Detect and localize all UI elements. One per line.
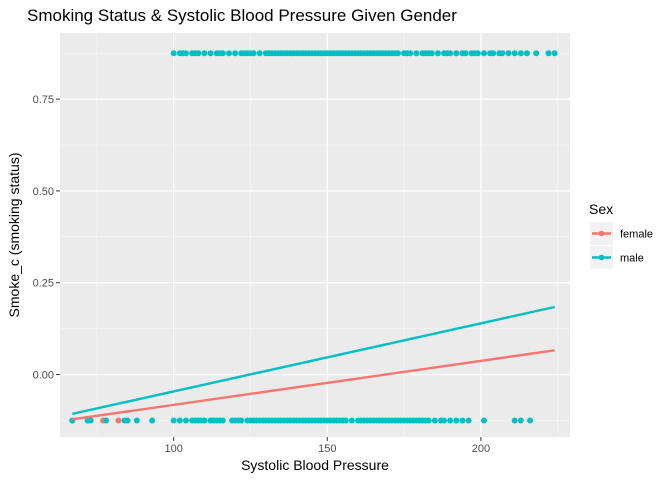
data-point-male bbox=[459, 417, 466, 424]
data-point-male bbox=[170, 417, 177, 424]
data-point-male bbox=[225, 50, 232, 57]
y-axis-title: Smoke_c (smoking status) bbox=[6, 153, 22, 318]
data-point-male bbox=[533, 50, 540, 57]
data-point-male bbox=[342, 417, 349, 424]
data-point-male bbox=[441, 417, 448, 424]
data-point-male bbox=[394, 50, 401, 57]
data-point-male bbox=[511, 417, 518, 424]
data-point-male bbox=[527, 417, 534, 424]
data-point-male bbox=[465, 417, 472, 424]
data-point-male bbox=[511, 50, 518, 57]
data-point-male bbox=[517, 50, 524, 57]
data-point-male bbox=[149, 417, 156, 424]
data-point-male bbox=[348, 417, 355, 424]
data-point-male bbox=[407, 50, 414, 57]
y-tick-label: 0.25 bbox=[33, 278, 54, 290]
data-point-male bbox=[453, 50, 460, 57]
plot-panel bbox=[60, 33, 570, 437]
legend-item-female: female bbox=[590, 222, 653, 245]
data-point-male bbox=[499, 50, 506, 57]
data-point-male bbox=[517, 417, 524, 424]
fit-line-male bbox=[72, 305, 555, 416]
data-point-male bbox=[523, 50, 530, 57]
legend-label: male bbox=[620, 253, 644, 265]
data-point-male bbox=[447, 417, 454, 424]
x-tick-label: 150 bbox=[318, 443, 336, 455]
data-point-male bbox=[219, 417, 226, 424]
x-axis-title: Systolic Blood Pressure bbox=[241, 457, 389, 473]
y-tick-label: 0.75 bbox=[33, 94, 54, 106]
data-point-male bbox=[87, 417, 94, 424]
data-point-male bbox=[434, 50, 441, 57]
x-tick-label: 100 bbox=[164, 443, 182, 455]
data-points bbox=[69, 50, 558, 424]
y-tick-label: 0.50 bbox=[33, 186, 54, 198]
x-tick-label: 200 bbox=[472, 443, 490, 455]
data-point-male bbox=[176, 417, 183, 424]
legend: Sex female male bbox=[589, 201, 653, 269]
data-point-male bbox=[474, 50, 481, 57]
data-point-male bbox=[462, 50, 469, 57]
data-point-male bbox=[447, 50, 454, 57]
legend-title: Sex bbox=[589, 201, 613, 217]
data-point-male bbox=[103, 417, 110, 424]
data-point-male bbox=[256, 50, 263, 57]
legend-key-point bbox=[598, 254, 605, 261]
data-point-male bbox=[413, 50, 420, 57]
data-point-male bbox=[453, 417, 460, 424]
data-point-male bbox=[201, 417, 208, 424]
legend-item-male: male bbox=[590, 246, 644, 269]
data-point-male bbox=[480, 50, 487, 57]
grid-major bbox=[60, 33, 570, 437]
data-point-male bbox=[505, 50, 512, 57]
fit-lines bbox=[72, 305, 555, 421]
data-point-male bbox=[250, 50, 257, 57]
legend-label: female bbox=[620, 229, 653, 241]
chart-title: Smoking Status & Systolic Blood Pressure… bbox=[27, 6, 457, 25]
data-point-male bbox=[431, 417, 438, 424]
data-point-male bbox=[428, 50, 435, 57]
data-point-male bbox=[545, 50, 552, 57]
data-point-male bbox=[182, 417, 189, 424]
data-point-male bbox=[195, 50, 202, 57]
data-point-female bbox=[115, 417, 122, 424]
fit-line-female bbox=[72, 349, 555, 421]
data-point-male bbox=[219, 50, 226, 57]
data-point-male bbox=[182, 50, 189, 57]
y-axis-ticks: 0.00 0.25 0.50 0.75 bbox=[33, 94, 60, 382]
legend-key-point bbox=[598, 230, 605, 237]
y-tick-label: 0.00 bbox=[33, 370, 54, 382]
data-point-male bbox=[124, 417, 131, 424]
data-point-male bbox=[133, 417, 140, 424]
data-point-male bbox=[170, 50, 177, 57]
x-axis-ticks: 100 150 200 bbox=[164, 437, 490, 455]
data-point-male bbox=[232, 50, 239, 57]
data-point-male bbox=[238, 417, 245, 424]
data-point-male bbox=[551, 50, 558, 57]
data-point-male bbox=[425, 417, 432, 424]
data-point-male bbox=[201, 50, 208, 57]
data-point-male bbox=[480, 417, 487, 424]
data-point-male bbox=[207, 50, 214, 57]
data-point-male bbox=[490, 50, 497, 57]
